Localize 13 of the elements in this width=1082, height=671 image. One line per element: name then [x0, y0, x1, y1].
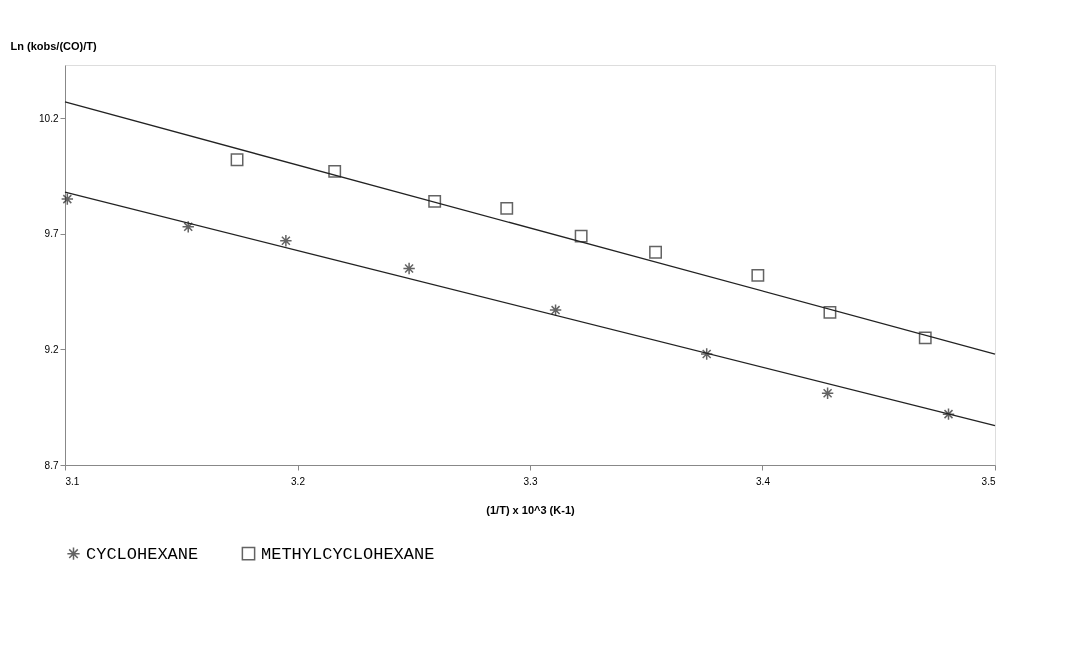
x-tick-label: 3.1 [65, 475, 80, 487]
y-axis-title: Ln (kobs/(CO)/T) [10, 39, 97, 52]
x-tick-label: 3.4 [756, 475, 771, 487]
y-tick-label: 9.7 [44, 228, 59, 240]
y-tick-label: 8.7 [44, 459, 59, 471]
y-tick-label: 10.2 [39, 112, 59, 124]
legend-label: METHYLCYCLOHEXANE [261, 544, 435, 564]
y-tick-label: 9.2 [44, 343, 59, 355]
x-tick-label: 3.2 [291, 475, 306, 487]
x-tick-label: 3.5 [981, 475, 996, 487]
x-tick-label: 3.3 [523, 475, 538, 487]
x-axis-title: (1/T) x 10^3 (K-1) [486, 503, 575, 516]
legend-label: CYCLOHEXANE [86, 544, 199, 564]
